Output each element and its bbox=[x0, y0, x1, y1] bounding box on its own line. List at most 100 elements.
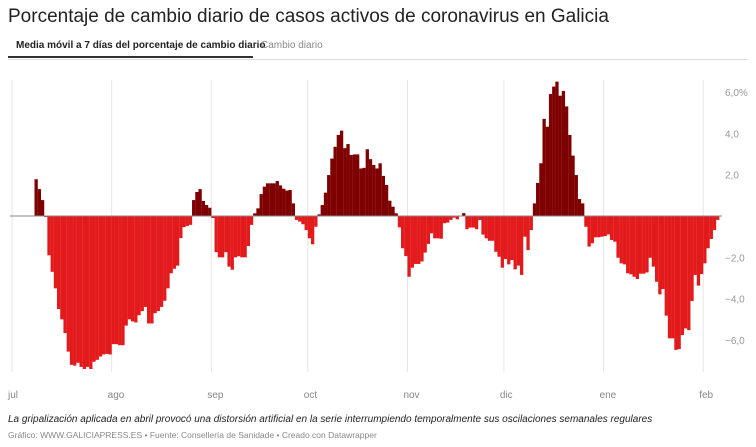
bar bbox=[311, 216, 315, 245]
bar bbox=[407, 216, 411, 277]
bar bbox=[227, 216, 231, 267]
bar bbox=[127, 216, 132, 320]
bar bbox=[671, 216, 675, 339]
tab-daily-change[interactable]: Cambio diario bbox=[261, 40, 323, 51]
bar bbox=[391, 206, 395, 216]
bar bbox=[452, 216, 456, 218]
bars bbox=[34, 81, 720, 369]
bar bbox=[645, 216, 649, 273]
bar bbox=[294, 216, 299, 220]
bar bbox=[577, 199, 582, 216]
bar bbox=[571, 155, 575, 216]
x-tick-label: sep bbox=[207, 390, 224, 401]
bar bbox=[384, 185, 389, 217]
y-tick-label: 6,0% bbox=[725, 88, 748, 99]
bar bbox=[413, 216, 418, 264]
tab-moving-average[interactable]: Media móvil a 7 días del porcentaje de c… bbox=[8, 40, 266, 58]
bar bbox=[89, 216, 93, 369]
bar bbox=[548, 94, 553, 216]
bar bbox=[140, 216, 144, 312]
bar bbox=[474, 216, 479, 230]
bar bbox=[648, 216, 652, 258]
bar bbox=[259, 194, 263, 216]
bar bbox=[85, 216, 90, 367]
bar bbox=[655, 216, 659, 282]
x-tick-label: nov bbox=[403, 390, 419, 401]
tab-bar: Media móvil a 7 días del porcentaje de c… bbox=[8, 38, 748, 60]
bar bbox=[433, 216, 437, 239]
bar bbox=[507, 216, 511, 265]
bar bbox=[503, 216, 508, 259]
bar bbox=[73, 216, 77, 366]
bar bbox=[497, 216, 501, 257]
bar bbox=[98, 216, 103, 357]
bar bbox=[584, 216, 588, 227]
bar bbox=[516, 216, 521, 266]
bar bbox=[426, 216, 431, 244]
x-tick-label: feb bbox=[699, 390, 713, 401]
bar bbox=[700, 216, 704, 275]
bar bbox=[404, 216, 408, 257]
bar bbox=[60, 216, 64, 320]
bar bbox=[108, 216, 112, 355]
bar bbox=[574, 175, 578, 216]
bar bbox=[410, 216, 414, 268]
bar bbox=[626, 216, 630, 274]
bar bbox=[82, 216, 87, 369]
bar bbox=[317, 214, 321, 216]
bar bbox=[613, 216, 617, 242]
bar bbox=[256, 208, 260, 216]
bar bbox=[185, 216, 189, 226]
bar bbox=[188, 216, 193, 225]
bar bbox=[130, 216, 135, 322]
bar bbox=[217, 216, 222, 258]
bar bbox=[687, 216, 691, 331]
bar bbox=[265, 183, 270, 216]
bar bbox=[667, 216, 672, 339]
bar bbox=[420, 216, 424, 262]
bar bbox=[285, 190, 289, 216]
bar bbox=[137, 216, 141, 316]
bar bbox=[282, 188, 286, 216]
bar bbox=[159, 216, 164, 307]
bar bbox=[111, 216, 115, 345]
bar bbox=[606, 216, 611, 235]
x-tick-label: oct bbox=[304, 390, 318, 401]
bar bbox=[706, 216, 710, 249]
bar bbox=[674, 216, 678, 350]
bar bbox=[494, 216, 498, 252]
bar bbox=[198, 189, 202, 216]
bar bbox=[394, 213, 398, 216]
bar bbox=[661, 216, 665, 289]
bar bbox=[237, 216, 241, 257]
bar bbox=[156, 216, 160, 312]
bar bbox=[716, 216, 720, 220]
bar bbox=[462, 213, 466, 216]
bar bbox=[330, 158, 334, 216]
bar bbox=[224, 216, 228, 253]
bar bbox=[712, 216, 717, 231]
bar bbox=[622, 216, 627, 265]
bar bbox=[487, 216, 492, 241]
bar bbox=[37, 189, 42, 216]
bar bbox=[163, 216, 167, 301]
bar bbox=[401, 216, 405, 249]
bar bbox=[147, 216, 151, 324]
bar bbox=[327, 175, 331, 216]
bar bbox=[664, 216, 668, 316]
bar bbox=[536, 182, 540, 216]
bar bbox=[709, 216, 713, 239]
bar bbox=[118, 216, 122, 346]
bar bbox=[545, 126, 549, 216]
bar bbox=[397, 216, 402, 228]
x-tick-label: ago bbox=[108, 390, 125, 401]
bar bbox=[442, 216, 447, 224]
bar bbox=[564, 106, 569, 216]
bar bbox=[121, 216, 125, 346]
bar bbox=[491, 216, 495, 241]
bar bbox=[609, 216, 614, 240]
bar bbox=[429, 216, 434, 234]
bar bbox=[658, 216, 662, 295]
bar bbox=[57, 216, 61, 310]
bar bbox=[262, 186, 267, 216]
